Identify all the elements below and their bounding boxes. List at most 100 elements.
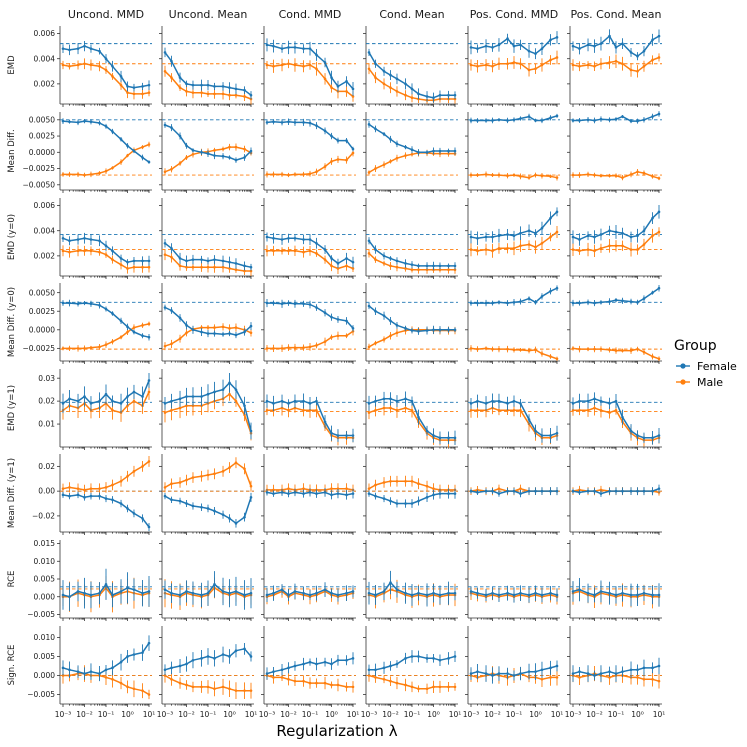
point-male	[336, 334, 340, 338]
point-female	[389, 397, 392, 401]
point-female	[163, 306, 167, 309]
point-male	[287, 677, 290, 681]
point-female	[506, 672, 509, 675]
point-female	[578, 491, 581, 494]
point-female	[425, 593, 429, 597]
x-tick-label: 10⁻³	[361, 710, 378, 719]
point-male	[527, 349, 531, 352]
legend-entry-male: Male	[676, 376, 723, 389]
point-female	[621, 415, 624, 419]
point-female	[83, 395, 86, 398]
point-female	[89, 120, 93, 124]
point-female	[132, 86, 136, 89]
point-female	[272, 236, 275, 240]
point-male	[243, 689, 246, 692]
point-male	[395, 265, 399, 269]
point-male	[272, 64, 275, 68]
point-male	[586, 408, 590, 412]
point-male	[83, 347, 86, 350]
point-male	[249, 269, 253, 273]
point-female	[476, 399, 479, 403]
point-female	[651, 593, 654, 597]
point-female	[119, 138, 123, 141]
point-male	[642, 350, 646, 354]
point-male	[200, 474, 203, 478]
point-female	[629, 668, 633, 672]
point-male	[374, 258, 377, 261]
point-female	[469, 119, 473, 122]
point-female	[336, 492, 340, 495]
point-female	[599, 233, 603, 236]
point-female	[636, 489, 639, 493]
point-female	[432, 493, 435, 497]
point-male	[629, 349, 633, 352]
point-female	[555, 210, 559, 214]
point-female	[527, 49, 531, 53]
point-male	[578, 408, 581, 412]
point-female	[132, 512, 136, 515]
panel: 0.002 0.004 0.006	[34, 198, 152, 279]
point-female	[308, 660, 312, 664]
point-female	[608, 591, 611, 595]
point-female	[497, 118, 501, 122]
point-male	[68, 250, 71, 254]
point-male	[404, 267, 407, 270]
point-female	[272, 301, 275, 305]
point-female	[111, 64, 114, 68]
point-female	[578, 588, 581, 591]
point-female	[89, 302, 93, 306]
point-female	[228, 332, 231, 335]
point-female	[287, 236, 290, 240]
point-female	[374, 62, 377, 66]
point-female	[132, 390, 136, 394]
point-female	[512, 593, 516, 597]
point-male	[178, 681, 182, 685]
point-male	[345, 264, 348, 268]
panel	[465, 454, 560, 535]
point-female	[484, 402, 488, 405]
point-female	[367, 123, 371, 126]
point-female	[404, 397, 407, 401]
point-female	[382, 132, 386, 136]
point-female	[243, 515, 246, 519]
point-male	[484, 347, 488, 350]
point-female	[228, 260, 231, 264]
point-female	[367, 51, 371, 54]
point-female	[453, 655, 457, 658]
point-female	[540, 434, 544, 437]
point-female	[593, 674, 596, 677]
point-female	[395, 662, 399, 666]
point-male	[506, 247, 509, 250]
point-female	[374, 309, 377, 313]
point-male	[512, 408, 516, 412]
point-male	[221, 685, 225, 689]
point-male	[68, 64, 71, 68]
point-female	[308, 47, 312, 50]
point-male	[608, 174, 611, 177]
point-female	[170, 309, 173, 312]
point-male	[389, 264, 392, 268]
point-female	[83, 591, 86, 595]
point-female	[249, 93, 253, 97]
point-female	[213, 258, 216, 261]
point-female	[469, 590, 473, 593]
point-female	[141, 334, 144, 338]
point-male	[178, 337, 182, 341]
point-female	[126, 144, 129, 148]
point-female	[389, 73, 392, 77]
point-male	[178, 264, 182, 268]
point-male	[293, 406, 297, 410]
point-male	[272, 676, 275, 679]
point-female	[104, 125, 108, 128]
point-female	[599, 301, 603, 304]
x-tick-label: 10⁰	[631, 710, 644, 719]
point-male	[147, 91, 151, 94]
point-female	[272, 402, 275, 405]
point-male	[651, 355, 654, 358]
point-female	[453, 93, 457, 97]
point-female	[527, 489, 531, 493]
point-male	[651, 234, 654, 238]
point-male	[228, 327, 231, 330]
point-female	[447, 328, 450, 332]
point-male	[367, 411, 371, 414]
